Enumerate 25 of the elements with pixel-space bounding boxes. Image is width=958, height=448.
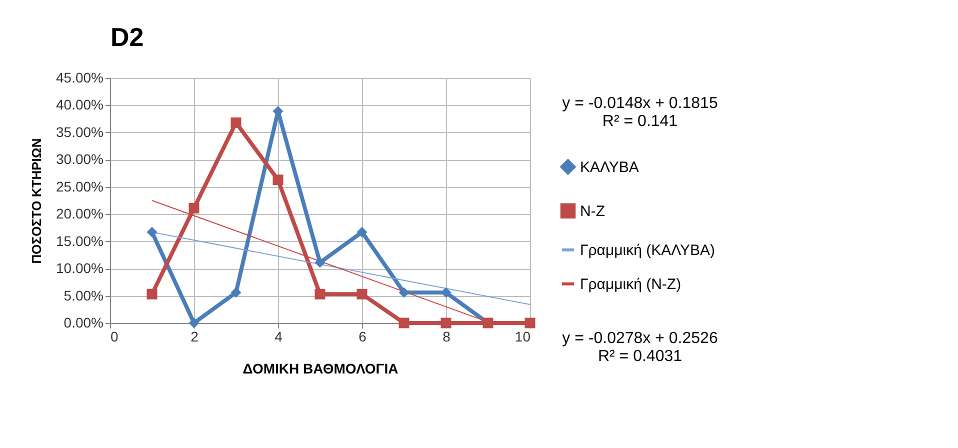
y-tick-label: 15.00% xyxy=(56,232,104,249)
x-tick-label: 2 xyxy=(190,328,199,344)
y-tick-label: 0.00% xyxy=(64,314,104,330)
x-axis-title: ΔΟΜΙΚΗ ΒΑΘΜΟΛΟΓΙΑ xyxy=(242,360,398,376)
y-tick-label: 10.00% xyxy=(56,260,104,276)
y-tick-label: 30.00% xyxy=(56,151,104,168)
text: y = -0.0148x + 0.1815 R² = 0.141 xyxy=(562,95,718,130)
legend-label: Ν-Ζ xyxy=(580,202,605,220)
legend-label: ΚΑΛΥΒΑ xyxy=(580,158,639,176)
x-tick-label: 0 xyxy=(110,328,118,344)
x-tick-label: 8 xyxy=(442,328,451,344)
legend-label: Γραμμική (Ν-Ζ) xyxy=(580,276,682,293)
x-tick-label: 10 xyxy=(514,328,531,344)
y-tick-label: 40.00% xyxy=(56,96,104,113)
legend-label: Γραμμική (ΚΑΛΥΒΑ) xyxy=(580,242,716,259)
y-tick-label: 20.00% xyxy=(56,206,104,222)
y-tick-label: 45.00% xyxy=(56,70,104,86)
x-tick-label: 4 xyxy=(274,328,283,344)
chart-title: D2 xyxy=(110,22,144,52)
x-tick-label: 6 xyxy=(358,328,367,344)
y-axis-title: ΠΟΣΟΣΤΟ ΚΤΗΡΙΩΝ xyxy=(29,138,44,264)
text: y = -0.0278x + 0.2526 R² = 0.4031 xyxy=(562,330,718,365)
y-tick-label: 25.00% xyxy=(56,178,104,194)
y-tick-label: 5.00% xyxy=(64,287,104,304)
y-tick-label: 35.00% xyxy=(56,124,104,140)
